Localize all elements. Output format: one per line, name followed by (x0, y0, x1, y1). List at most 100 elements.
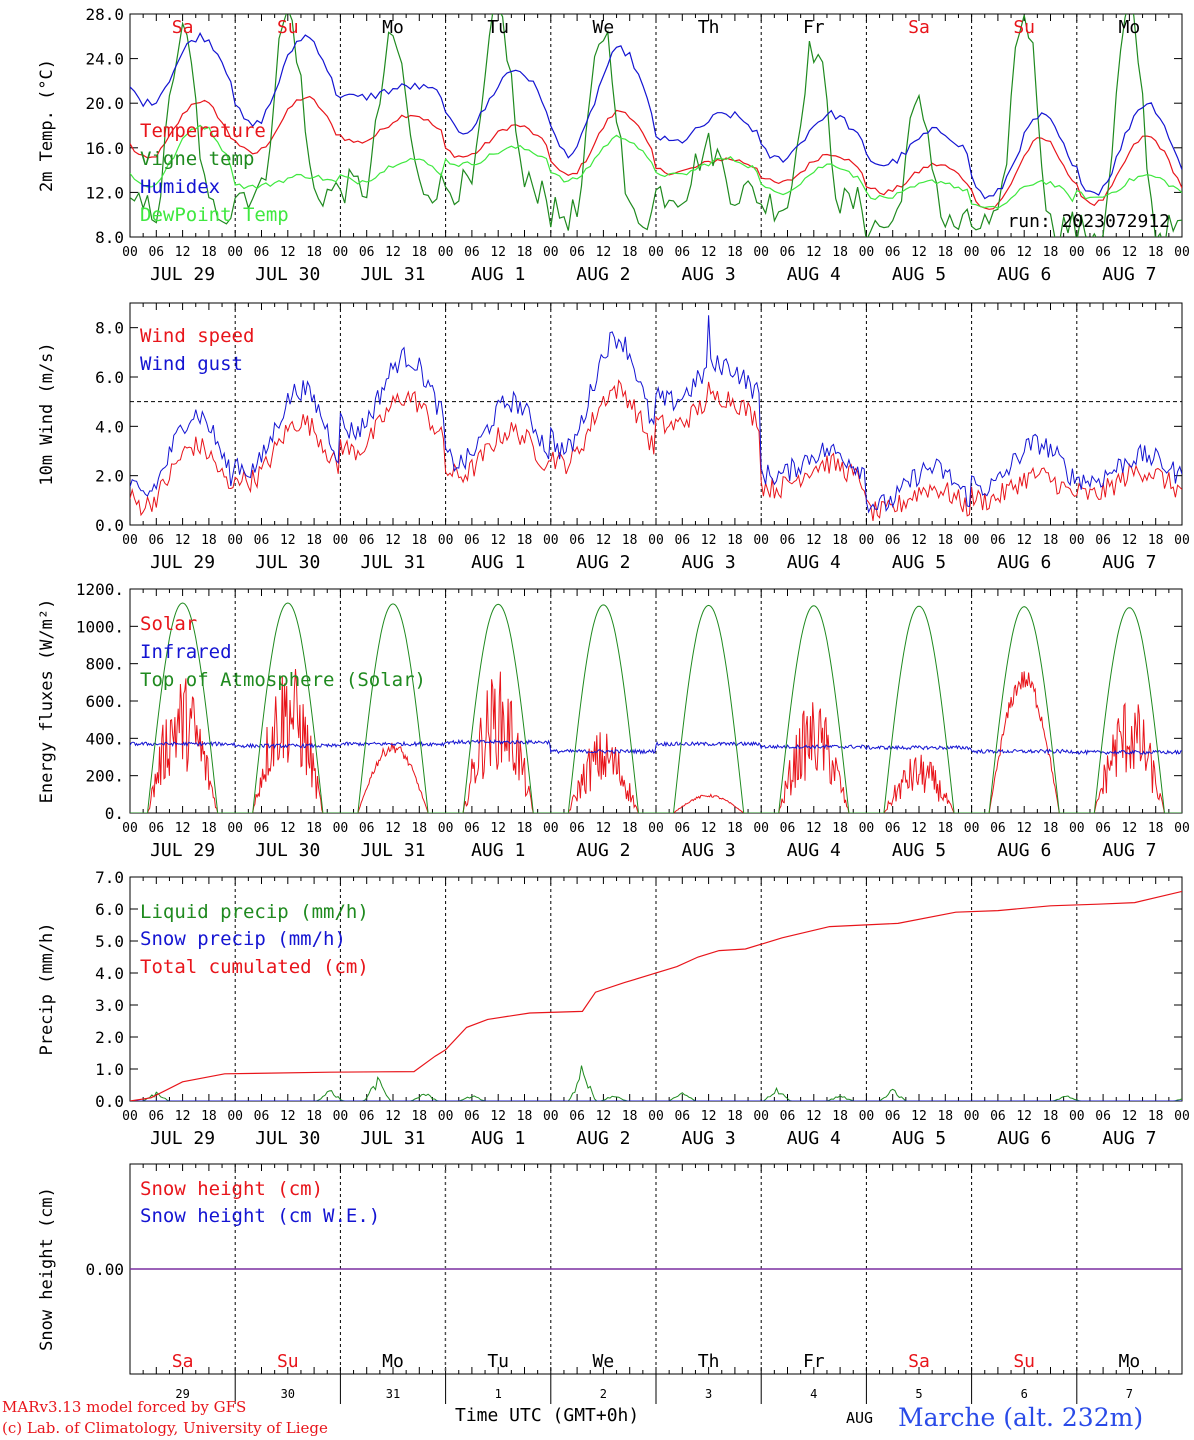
date-label: AUG 5 (892, 1128, 946, 1149)
hour-tick-label: 12 (385, 533, 401, 548)
hour-tick-label: 18 (1148, 1109, 1164, 1124)
day-abbr: Tu (487, 1351, 509, 1372)
y-tick-label: 0.0 (95, 1092, 124, 1111)
hour-tick-label: 18 (727, 1109, 743, 1124)
hour-tick-label: 00 (1069, 245, 1085, 260)
hour-tick-label: 06 (780, 245, 796, 260)
hour-tick-label: 00 (859, 1109, 875, 1124)
hour-tick-label: 12 (1016, 1109, 1032, 1124)
hour-tick-label: 00 (438, 1109, 454, 1124)
hour-tick-label: 12 (701, 533, 717, 548)
hour-tick-label: 12 (175, 1109, 191, 1124)
x-axis-labels: 00 06 12 18 JUL 29 00 06 12 18 JUL 30 00 06 12 18 JUL … (122, 1109, 1190, 1149)
plot-area (130, 14, 1182, 237)
hour-tick-label: 18 (937, 821, 953, 836)
date-label: AUG 4 (787, 552, 841, 573)
date-label: AUG 1 (471, 552, 525, 573)
hour-tick-label: 00 (1069, 533, 1085, 548)
hour-tick-label: 00 (1174, 821, 1190, 836)
day-abbr: Mo (1119, 17, 1141, 38)
hour-tick-label: 12 (1016, 533, 1032, 548)
hour-tick-label: 06 (464, 821, 480, 836)
day-abbr: Th (698, 1351, 720, 1372)
date-label: AUG 7 (1102, 840, 1156, 861)
y-tick-label: 600. (85, 692, 124, 711)
hour-tick-label: 18 (201, 533, 217, 548)
hour-tick-label: 12 (596, 1109, 612, 1124)
day-abbr: Su (277, 1351, 299, 1372)
date-label: JUL 30 (255, 840, 320, 861)
day-number: 6 (1021, 1387, 1028, 1401)
y-tick-label: 2.0 (95, 1028, 124, 1047)
hour-tick-label: 00 (333, 245, 349, 260)
hour-tick-label: 12 (280, 821, 296, 836)
hour-tick-label: 06 (569, 821, 585, 836)
hour-tick-label: 00 (227, 821, 243, 836)
hour-tick-label: 12 (596, 821, 612, 836)
date-label: JUL 29 (150, 552, 215, 573)
hour-tick-label: 12 (911, 821, 927, 836)
hour-tick-label: 18 (937, 245, 953, 260)
hour-tick-label: 18 (937, 533, 953, 548)
hour-tick-label: 06 (674, 821, 690, 836)
hour-tick-label: 18 (622, 821, 638, 836)
hour-tick-label: 12 (596, 533, 612, 548)
hour-tick-label: 00 (648, 821, 664, 836)
hour-tick-label: 06 (464, 533, 480, 548)
legend-entry: Wind gust (140, 353, 243, 375)
day-abbr: Tu (487, 17, 509, 38)
hour-tick-label: 12 (701, 1109, 717, 1124)
station-label: Marche (alt. 232m) (898, 1403, 1144, 1432)
hour-tick-label: 00 (1174, 1109, 1190, 1124)
hour-tick-label: 12 (911, 533, 927, 548)
hour-tick-label: 06 (885, 533, 901, 548)
hour-tick-label: 12 (701, 245, 717, 260)
y-axis: 0. 200. 400. 600. 800. 1000. 1200. (76, 580, 1182, 823)
hour-tick-label: 00 (122, 245, 138, 260)
hour-tick-label: 12 (1122, 1109, 1138, 1124)
hour-tick-label: 06 (464, 245, 480, 260)
hour-tick-label: 06 (780, 533, 796, 548)
day-abbr: Mo (1119, 1351, 1141, 1372)
x-axis-labels: 00 06 12 18 JUL 29 00 06 12 18 JUL 30 00 06 12 18 JUL … (122, 245, 1190, 285)
hour-tick-label: 18 (411, 1109, 427, 1124)
hour-tick-label: 00 (543, 245, 559, 260)
legend-entry: Temperature (140, 120, 266, 142)
plot-frame (129, 588, 1183, 814)
day-abbr: Sa (908, 1351, 930, 1372)
hour-tick-label: 12 (701, 821, 717, 836)
date-label: AUG 7 (1102, 552, 1156, 573)
hour-tick-label: 00 (438, 245, 454, 260)
hour-tick-label: 18 (727, 245, 743, 260)
hour-tick-label: 00 (438, 821, 454, 836)
day-abbr: Su (1013, 17, 1035, 38)
hour-tick-label: 00 (1174, 245, 1190, 260)
y-tick-label: 800. (85, 655, 124, 674)
hour-tick-label: 18 (727, 533, 743, 548)
hour-tick-label: 00 (1174, 533, 1190, 548)
series-2 (130, 890, 1182, 1101)
series-1 (130, 738, 1182, 756)
hour-tick-label: 00 (333, 1109, 349, 1124)
legend-entry: Vigne temp (140, 148, 254, 170)
date-label: AUG 3 (682, 264, 736, 285)
hour-tick-label: 18 (306, 533, 322, 548)
hour-tick-label: 00 (964, 1109, 980, 1124)
hour-tick-label: 12 (1122, 533, 1138, 548)
hour-tick-label: 06 (990, 821, 1006, 836)
date-label: AUG 5 (892, 840, 946, 861)
date-label: AUG 6 (997, 1128, 1051, 1149)
date-label: AUG 3 (682, 840, 736, 861)
plot-area (130, 1164, 1182, 1374)
hour-tick-label: 06 (464, 1109, 480, 1124)
series-0 (130, 95, 1182, 210)
y-tick-label: 7.0 (95, 868, 124, 887)
date-label: AUG 3 (682, 552, 736, 573)
y-tick-label: 3.0 (95, 996, 124, 1015)
date-label: JUL 29 (150, 1128, 215, 1149)
hour-tick-label: 12 (490, 1109, 506, 1124)
date-label: AUG 5 (892, 552, 946, 573)
hour-tick-label: 06 (254, 1109, 270, 1124)
hour-tick-label: 06 (254, 533, 270, 548)
